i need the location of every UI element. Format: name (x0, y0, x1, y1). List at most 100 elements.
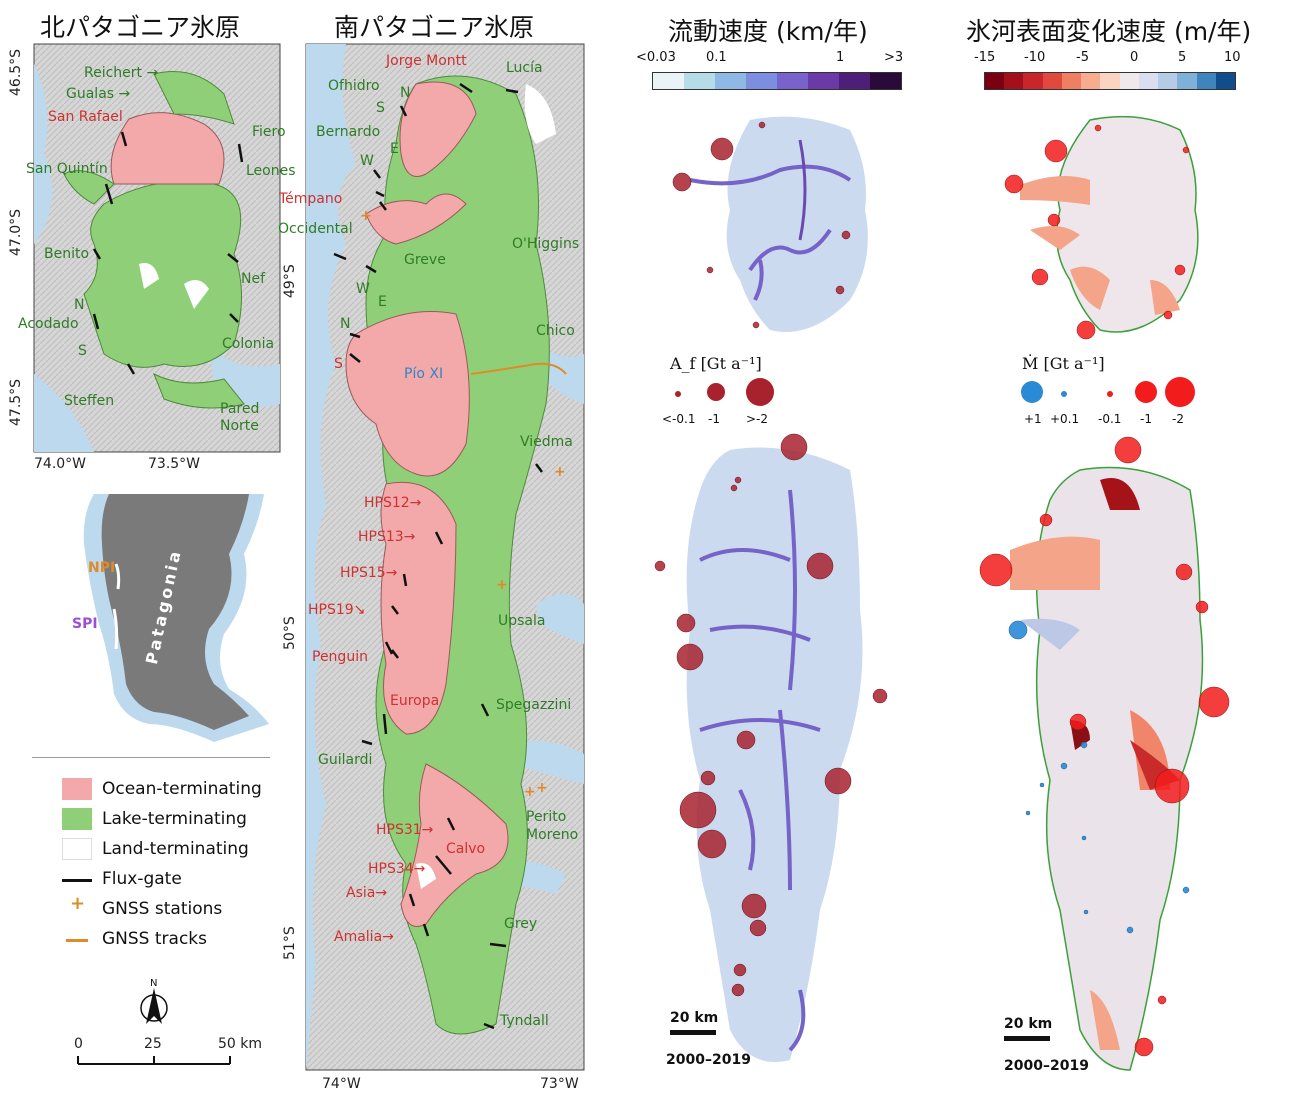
npi-label-norte: Norte (220, 418, 259, 434)
patagonia-inset-map (83, 494, 269, 742)
velocity-colorbar (652, 72, 902, 90)
dhdt-npi-map (1020, 115, 1199, 333)
spi-label-guilardi: Guilardi (318, 752, 373, 768)
spi-label-ofhidro-s: S (376, 100, 385, 116)
spi-label-hps12: HPS12→ (364, 495, 422, 511)
spi-lon-tick-74: 74°W (322, 1076, 361, 1092)
velocity-period-label: 2000–2019 (666, 1052, 751, 1068)
velocity-size-label-2: >-2 (746, 412, 769, 426)
velocity-size-legend (675, 378, 774, 406)
velocity-size-title: A_f [Gt a⁻¹] (670, 354, 762, 373)
dhdt-size-legend (1021, 377, 1195, 407)
dhdt-colorbar-segment-8 (1138, 73, 1159, 89)
velocity-npi-map (689, 116, 868, 333)
npi-label-acodado: Acodado (18, 316, 79, 332)
spi-map: + + + + + (305, 43, 585, 1071)
dhdt-size-label-0: +1 (1024, 412, 1042, 426)
dhdt-tick-1: -10 (1024, 50, 1046, 65)
spi-label-perito: Perito (526, 809, 567, 825)
velocity-title: 流動速度 (km/年) (668, 17, 868, 46)
velocity-colorbar-segment-5 (808, 73, 839, 89)
legend-label-lake: Lake-terminating (102, 809, 247, 829)
north-label: N (150, 978, 158, 989)
dhdt-tick-5: 10 (1224, 50, 1241, 65)
spi-label-bernardo: Bernardo (316, 124, 381, 140)
velocity-bubbles (654, 121, 888, 997)
svg-text:+: + (496, 577, 508, 593)
spi-label-pio-s: S (334, 356, 343, 372)
spi-label-hps19: HPS19↘ (308, 602, 366, 618)
dhdt-colorbar-segment-0 (985, 73, 1005, 89)
velocity-tick-0: <0.03 (636, 50, 676, 65)
dhdt-scale-label: 20 km (1004, 1016, 1053, 1032)
legend-swatch-gnss-station-icon: + (70, 893, 86, 914)
spi-label-moreno: Moreno (526, 827, 579, 843)
dhdt-size-label-3: -1 (1140, 412, 1152, 426)
scale-tick-50: 50 km (218, 1036, 263, 1052)
spi-label-ofhidro-n: N (400, 85, 411, 101)
dhdt-tick-0: -15 (974, 50, 996, 65)
npi-scale-bar (77, 1056, 231, 1065)
dhdt-colorbar-segment-12 (1215, 73, 1236, 89)
dhdt-period-label: 2000–2019 (1004, 1058, 1089, 1074)
dhdt-size-label-2: -0.1 (1098, 412, 1122, 426)
spi-label-greve: Greve (404, 252, 446, 268)
velocity-colorbar-segment-7 (870, 73, 901, 89)
spi-label-bernardo-e: E (390, 141, 399, 157)
velocity-size-label-0: <-0.1 (662, 412, 696, 426)
velocity-scale-bar (670, 1030, 716, 1035)
spi-label-hps15: HPS15→ (340, 565, 398, 581)
legend-swatch-lake (62, 808, 92, 830)
velocity-colorbar-segment-3 (746, 73, 777, 89)
dhdt-colorbar-segment-10 (1177, 73, 1197, 89)
spi-label-pio-xi: Pío XI (404, 366, 444, 382)
dhdt-colorbar-segment-9 (1158, 73, 1178, 89)
dhdt-colorbar (984, 72, 1236, 90)
dhdt-colorbar-segment-5 (1081, 73, 1101, 89)
velocity-size-label-1: -1 (708, 412, 720, 426)
dhdt-colorbar-segment-11 (1196, 73, 1216, 89)
spi-label-chico: Chico (536, 323, 575, 339)
velocity-tick-2: 1 (836, 50, 845, 65)
spi-label-amalia: Amalia→ (334, 929, 394, 945)
velocity-colorbar-segment-0 (653, 73, 684, 89)
npi-label-steffen: Steffen (64, 393, 115, 409)
dhdt-colorbar-segment-2 (1023, 73, 1043, 89)
inset-spi-label: SPI (72, 616, 98, 632)
legend-label-gnss-tracks: GNSS tracks (102, 929, 207, 949)
velocity-colorbar-segment-1 (684, 73, 715, 89)
spi-label-ohiggins: O'Higgins (512, 236, 580, 252)
npi-lon-tick-2: 73.5°W (148, 456, 201, 472)
velocity-tick-3: >3 (884, 50, 904, 65)
velocity-colorbar-segment-4 (777, 73, 808, 89)
svg-text:+: + (524, 784, 536, 800)
inset-npi-label: NPI (88, 560, 116, 576)
npi-label-colonia: Colonia (222, 336, 275, 352)
spi-label-greve-w: W (356, 281, 370, 297)
north-arrow-icon (140, 988, 168, 1024)
npi-label-n: N (74, 297, 85, 313)
dhdt-title: 氷河表面変化速度 (m/年) (966, 17, 1252, 46)
spi-label-tempano: Témpano (279, 191, 343, 207)
svg-text:+: + (554, 464, 566, 480)
svg-text:+: + (536, 780, 548, 796)
npi-title: 北パタゴニア氷原 (40, 13, 241, 42)
spi-label-hps31: HPS31→ (376, 822, 434, 838)
spi-label-pio-n: N (340, 316, 351, 332)
legend-label-gnss-stations: GNSS stations (102, 899, 223, 919)
velocity-colorbar-segment-6 (839, 73, 870, 89)
spi-label-greve-e: E (378, 294, 387, 310)
legend-label-ocean: Ocean-terminating (102, 779, 262, 799)
spi-label-viedma: Viedma (520, 434, 573, 450)
dhdt-colorbar-segment-7 (1119, 73, 1139, 89)
spi-label-penguin: Penguin (312, 649, 368, 665)
scale-tick-25: 25 (144, 1036, 162, 1052)
spi-label-occidental: Occidental (278, 221, 353, 237)
spi-label-jorge-montt: Jorge Montt (386, 53, 467, 69)
dhdt-tick-3: 0 (1130, 50, 1139, 65)
npi-label-nef: Nef (241, 271, 266, 287)
spi-label-calvo: Calvo (446, 841, 486, 857)
npi-lat-tick-3: 47.5°S (8, 378, 24, 426)
legend-label-land: Land-terminating (102, 839, 249, 859)
dhdt-colorbar-segment-6 (1100, 73, 1120, 89)
